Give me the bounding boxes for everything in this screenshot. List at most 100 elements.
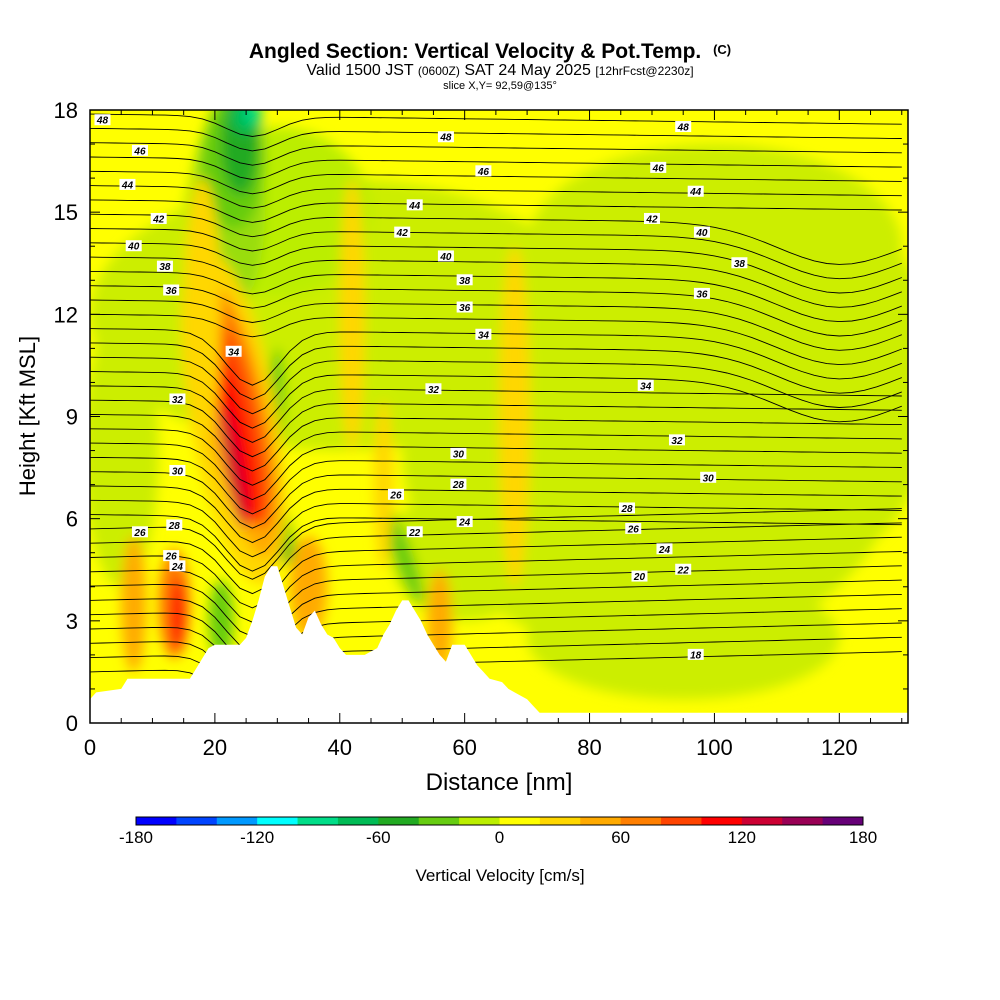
- contour-label-bg: [693, 226, 710, 238]
- contour-label-bg: [643, 212, 660, 224]
- colorbar-tick-label: -60: [366, 828, 391, 847]
- theta-contour-line: [90, 170, 902, 195]
- field-blob: [339, 178, 365, 451]
- contour-label: 42: [645, 214, 658, 225]
- terrain-mask: [90, 566, 908, 723]
- colorbar-swatch: [782, 817, 824, 825]
- theta-contour-line: [90, 442, 902, 501]
- field-blob: [214, 357, 259, 524]
- field-blob: [90, 314, 159, 587]
- theta-contour-line: [90, 385, 902, 443]
- contour-label-bg: [169, 464, 186, 476]
- colorbar-label: Vertical Velocity [cm/s]: [415, 866, 584, 885]
- theta-contour-line: [90, 142, 902, 166]
- contour-label-bg: [437, 131, 454, 143]
- theta-contour-line: [90, 256, 902, 308]
- theta-contour-line: [90, 414, 902, 472]
- contour-label: 26: [133, 528, 146, 539]
- colorbar-swatch: [701, 817, 743, 825]
- x-tick-label: 80: [577, 735, 601, 760]
- contour-label-bg: [631, 570, 648, 582]
- contour-label-bg: [131, 144, 148, 156]
- contour-label: 40: [439, 252, 452, 263]
- contour-label: 18: [690, 650, 702, 661]
- theta-contour-line: [90, 428, 902, 486]
- contour-label-bg: [119, 178, 136, 190]
- contour-label-bg: [475, 328, 492, 340]
- colorbar-tick-label: 120: [728, 828, 756, 847]
- contour-label: 44: [408, 201, 421, 212]
- field-blob: [745, 212, 908, 553]
- contour-label-bg: [125, 240, 142, 252]
- contour-label-bg: [687, 648, 704, 660]
- theta-contour-line: [90, 456, 902, 515]
- contour-label-bg: [475, 165, 492, 177]
- contour-label: 28: [620, 504, 633, 515]
- x-tick-label: 100: [696, 735, 733, 760]
- contour-label: 24: [658, 545, 671, 556]
- chart-title: Angled Section: Vertical Velocity & Pot.…: [249, 40, 731, 63]
- colorbar-swatch: [378, 817, 420, 825]
- contour-label-bg: [425, 383, 442, 395]
- contour-label: 34: [640, 381, 652, 392]
- theta-contour-line: [90, 199, 902, 223]
- contour-label-bg: [169, 560, 186, 572]
- contour-label: 36: [166, 286, 178, 297]
- contour-label: 42: [152, 214, 165, 225]
- theta-contour-line: [90, 299, 902, 351]
- colorbar-swatch: [661, 817, 702, 825]
- contour-label: 32: [671, 436, 683, 447]
- theta-contours: [90, 113, 902, 723]
- theta-contour-line: [90, 508, 902, 580]
- colorbar-swatch: [337, 817, 379, 825]
- subtitle-lead: Valid 1500 JST: [306, 62, 414, 79]
- contour-label-bg: [625, 522, 642, 534]
- contour-label: 36: [459, 303, 471, 314]
- theta-contour-line: [90, 185, 902, 209]
- contour-label-bg: [437, 250, 454, 262]
- colorbar-swatch: [580, 817, 622, 825]
- x-tick-label: 0: [84, 735, 96, 760]
- y-tick-label: 15: [54, 200, 78, 225]
- field-blob: [527, 576, 840, 700]
- contour-label: 22: [408, 528, 421, 539]
- colorbar: [135, 816, 864, 826]
- colorbar-tick-label: 180: [849, 828, 877, 847]
- theta-contour-line: [90, 213, 902, 265]
- theta-contour-line: [90, 342, 902, 400]
- contour-label-bg: [656, 543, 673, 555]
- theta-contour-line: [90, 593, 902, 666]
- contour-label-bg: [693, 287, 710, 299]
- contour-label-bg: [675, 121, 692, 133]
- contour-label-bg: [225, 345, 242, 357]
- contour-label-bg: [700, 471, 717, 483]
- contour-label: 38: [734, 259, 746, 270]
- contour-label-bg: [456, 516, 473, 528]
- colorbar-swatch: [459, 817, 500, 825]
- slice-text: slice X,Y= 92,59@135°: [443, 80, 557, 92]
- contour-label: 46: [477, 167, 490, 178]
- contour-label-bg: [406, 199, 423, 211]
- colorbar-ticks: -180 -120 -60 0 60 120 180: [119, 828, 877, 847]
- theta-contour-line: [90, 499, 902, 558]
- field-blob: [374, 399, 393, 570]
- chart-subtitle: Valid 1500 JST (0600Z) SAT 24 May 2025 […: [306, 62, 693, 79]
- contour-label: 46: [133, 146, 146, 157]
- theta-contour-line: [90, 371, 902, 429]
- colorbar-tick-label: -120: [240, 828, 274, 847]
- contour-label-bg: [450, 478, 467, 490]
- contour-label: 26: [389, 490, 402, 501]
- colorbar-swatch: [620, 817, 662, 825]
- colorbar-swatch: [257, 817, 299, 825]
- colorbar-tick-label: -180: [119, 828, 153, 847]
- theta-contour-line: [90, 522, 902, 595]
- colorbar-tick-label: 0: [495, 828, 504, 847]
- colorbar-swatch: [499, 817, 541, 825]
- chart-title-unit: (C): [713, 42, 731, 57]
- theta-contour-line: [90, 285, 902, 337]
- y-tick-label: 12: [54, 302, 78, 327]
- contour-label: 28: [168, 521, 181, 532]
- contour-label: 24: [458, 518, 471, 529]
